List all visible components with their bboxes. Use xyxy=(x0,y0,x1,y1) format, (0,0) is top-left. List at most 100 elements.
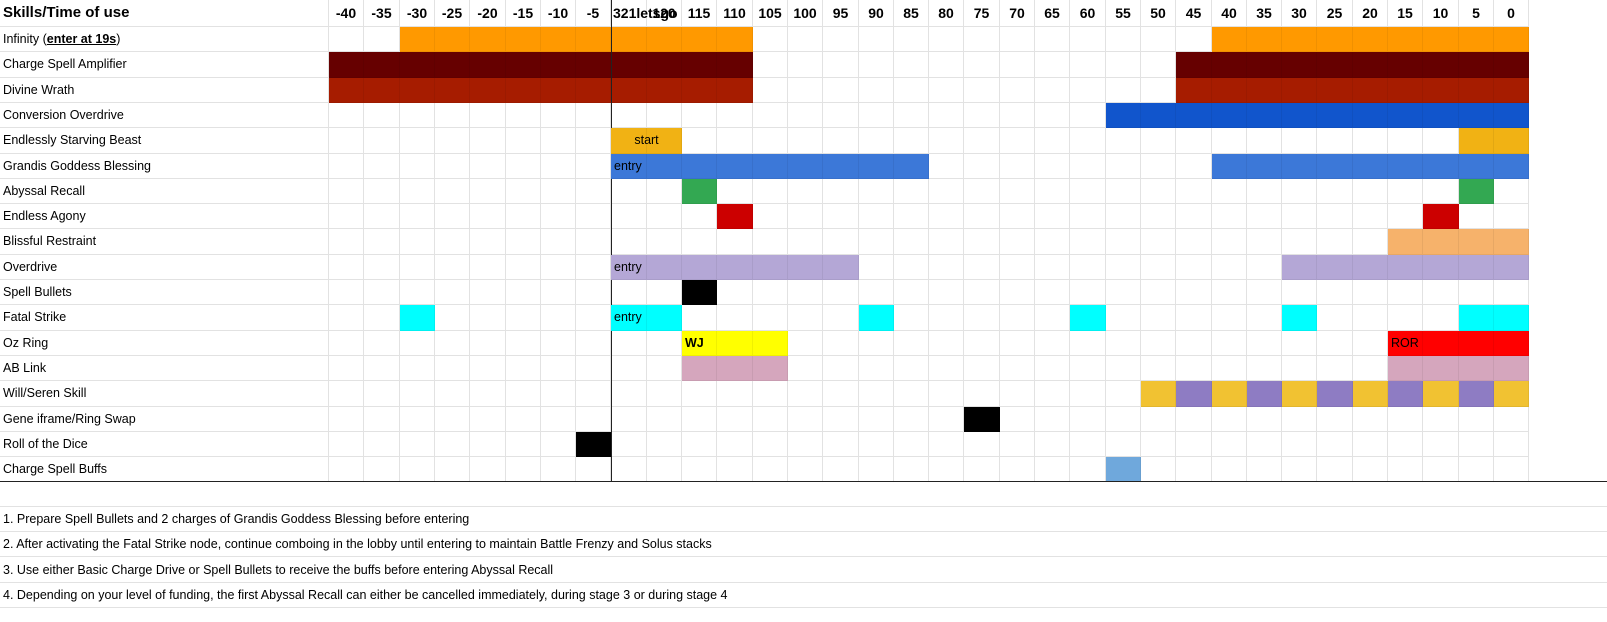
timeline-cell xyxy=(682,103,717,128)
timeline-cell xyxy=(1000,128,1035,154)
timeline-fill-cell xyxy=(364,52,400,78)
timeline-fill-cell xyxy=(1212,52,1247,78)
timeline-cell xyxy=(1176,305,1212,331)
timeline-cell xyxy=(1035,128,1070,154)
timeline-cell xyxy=(1282,407,1317,432)
timeline-fill-cell xyxy=(682,52,717,78)
timeline-cell xyxy=(1176,255,1212,280)
timeline-cell xyxy=(1176,204,1212,229)
timeline-cell xyxy=(823,305,859,331)
timeline-fill-cell xyxy=(1459,331,1494,356)
timeline-cell xyxy=(400,154,435,179)
timeline-cell xyxy=(470,154,506,179)
timeline-cell xyxy=(576,154,611,179)
timeline-cell xyxy=(541,356,576,381)
timeline-cell xyxy=(329,331,364,356)
time-header: 95 xyxy=(823,0,859,27)
timeline-cell xyxy=(400,280,435,305)
timeline-cell xyxy=(611,179,647,204)
timeline-cell xyxy=(823,381,859,407)
timeline-cell xyxy=(788,204,823,229)
timeline-fill-cell xyxy=(400,78,435,103)
timeline-cell xyxy=(329,103,364,128)
timeline-cell xyxy=(329,229,364,255)
timeline-fill-cell xyxy=(1494,229,1529,255)
timeline-cell xyxy=(682,305,717,331)
timeline-cell xyxy=(753,103,788,128)
timeline-cell xyxy=(541,381,576,407)
timeline-cell xyxy=(506,154,541,179)
timeline-cell xyxy=(1106,407,1141,432)
timeline-cell xyxy=(611,103,647,128)
timeline-fill-cell xyxy=(717,154,753,179)
timeline-cell xyxy=(1035,356,1070,381)
timeline-fill-cell xyxy=(1247,27,1282,52)
timeline-cell xyxy=(1317,128,1353,154)
timeline-cell xyxy=(506,255,541,280)
timeline-cell xyxy=(1353,457,1388,482)
timeline-cell xyxy=(1000,179,1035,204)
fill-label: entry xyxy=(614,159,642,173)
timeline-fill-cell xyxy=(329,78,364,103)
skill-label: Charge Spell Buffs xyxy=(0,457,329,482)
timeline-cell xyxy=(753,27,788,52)
timeline-fill-cell xyxy=(1176,78,1212,103)
timeline-cell xyxy=(929,27,964,52)
timeline-fill-cell xyxy=(1459,255,1494,280)
timeline-cell xyxy=(1176,331,1212,356)
timeline-fill-cell xyxy=(1247,381,1282,407)
skill-label: Gene iframe/Ring Swap xyxy=(0,407,329,432)
timeline-cell xyxy=(1141,407,1176,432)
timeline-cell xyxy=(788,103,823,128)
timeline-fill-cell xyxy=(506,52,541,78)
note-line: 3. Use either Basic Charge Drive or Spel… xyxy=(0,558,1607,583)
time-header: 85 xyxy=(894,0,929,27)
timeline-cell xyxy=(929,103,964,128)
timeline-cell xyxy=(1388,305,1423,331)
timeline-cell xyxy=(506,128,541,154)
timeline-cell xyxy=(1282,457,1317,482)
timeline-cell xyxy=(1247,331,1282,356)
timeline-fill-cell xyxy=(1388,255,1423,280)
timeline-cell xyxy=(682,229,717,255)
timeline-cell xyxy=(329,128,364,154)
timeline-cell xyxy=(1000,103,1035,128)
timeline-fill-cell xyxy=(1494,255,1529,280)
timeline-cell xyxy=(788,27,823,52)
skill-label-text: Fatal Strike xyxy=(3,310,67,324)
timeline-cell xyxy=(611,381,647,407)
timeline-cell xyxy=(894,27,929,52)
timeline-fill-cell xyxy=(1388,154,1423,179)
timeline-fill-cell xyxy=(1388,52,1423,78)
timeline-cell xyxy=(929,255,964,280)
timeline-cell xyxy=(1070,179,1106,204)
timeline-cell xyxy=(1317,204,1353,229)
timeline-cell xyxy=(1317,432,1353,457)
timeline-cell xyxy=(753,229,788,255)
skill-label-text: Grandis Goddess Blessing xyxy=(3,159,151,173)
timeline-fill-cell xyxy=(1317,27,1353,52)
timeline-cell xyxy=(859,103,894,128)
timeline-cell xyxy=(717,381,753,407)
timeline-cell xyxy=(1000,52,1035,78)
timeline-cell xyxy=(1106,255,1141,280)
timeline-cell xyxy=(541,255,576,280)
timeline-cell xyxy=(470,432,506,457)
time-header: -40 xyxy=(329,0,364,27)
timeline-cell xyxy=(1141,457,1176,482)
timeline-cell xyxy=(435,255,470,280)
skill-label: Conversion Overdrive xyxy=(0,103,329,128)
timeline-cell xyxy=(929,154,964,179)
timeline-cell xyxy=(1141,356,1176,381)
skill-label-tail: ) xyxy=(116,32,121,46)
timeline-cell xyxy=(1176,229,1212,255)
time-header: 90 xyxy=(859,0,894,27)
timeline-fill-cell xyxy=(647,27,682,52)
timeline-cell xyxy=(435,128,470,154)
timeline-fill-cell xyxy=(1459,27,1494,52)
timeline-cell xyxy=(859,457,894,482)
skill-label: Infinity (enter at 19s) xyxy=(0,27,329,52)
timeline-cell xyxy=(1388,407,1423,432)
timeline-cell xyxy=(364,331,400,356)
skill-label: Blissful Restraint xyxy=(0,229,329,255)
